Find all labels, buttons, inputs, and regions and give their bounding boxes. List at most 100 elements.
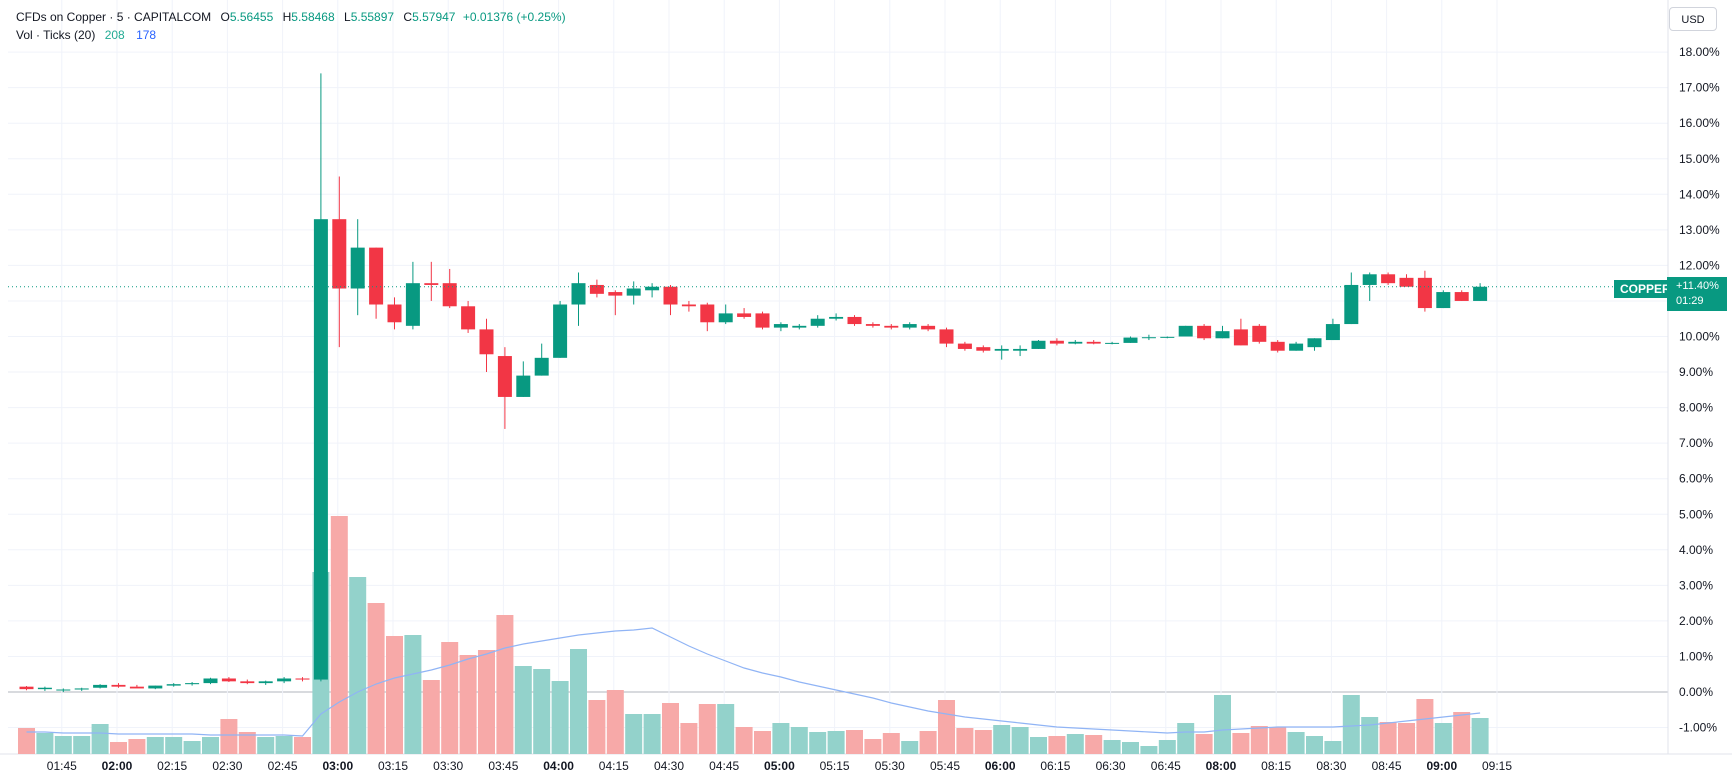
high-label: H [282,10,292,24]
currency-button[interactable]: USD [1669,7,1717,31]
x-tick-label: 04:15 [599,759,629,773]
volume-bar [514,666,532,754]
candle [1197,324,1212,341]
candle [221,677,236,683]
y-tick-label: 6.00% [1679,472,1713,486]
volume-bar [73,736,91,754]
candle-body [700,304,715,323]
x-tick-label: 06:15 [1040,759,1070,773]
candle-body [405,283,420,326]
candle [700,302,715,332]
candle-body [1473,286,1488,301]
open-label: O [220,10,230,24]
x-tick-label: 04:00 [543,759,574,773]
x-tick-label: 08:15 [1261,759,1291,773]
candle-body [1362,274,1377,285]
candle [626,281,641,305]
candle [19,685,34,691]
candle-body [957,343,972,349]
candle [1178,325,1193,337]
candle-body [148,685,163,689]
candle-body [681,304,696,307]
candle-body [1178,325,1193,337]
symbol-title[interactable]: CFDs on Copper · 5 · CAPITALCOM [16,10,212,24]
volume-bar [36,733,54,754]
candle-body [461,306,476,330]
candle [534,343,549,376]
y-tick-label: 7.00% [1679,436,1713,450]
volume-bar [496,615,514,754]
volume-bar [128,739,146,754]
volume-bars [18,516,1489,754]
last-change-value: +11.40% [1676,280,1719,292]
price-axis[interactable]: 18.00% 17.00% 16.00% 15.00% 14.00% 13.00% 12.0… [1679,45,1720,734]
candle [56,688,71,692]
candle [1013,345,1028,357]
candle-body [1086,341,1101,344]
candle-body [129,686,144,689]
candle [792,324,807,330]
symbol-legend-row[interactable]: CFDs on Copper · 5 · CAPITALCOM O5.56455… [16,8,566,26]
candle [1086,340,1101,345]
candle-body [369,247,384,305]
candle-body [829,316,844,319]
volume-bar [1471,718,1489,754]
volume-bar [275,736,293,754]
x-tick-label: 03:45 [488,759,518,773]
volume-bar [146,737,164,754]
volume-bar [1434,723,1452,754]
candle-body [1105,342,1120,344]
candle-body [1344,284,1359,325]
volume-bar [662,703,679,754]
volume-ma-series [26,627,1481,737]
x-tick-label: 08:45 [1372,759,1402,773]
volume-bar [864,739,882,754]
volume-bar [349,577,367,754]
x-tick-label: 02:45 [268,759,298,773]
candle-body [976,347,991,351]
x-tick-label: 05:00 [764,759,795,773]
volume-bar [1232,733,1250,754]
candle-body [994,348,1009,351]
change-value: +0.01376 (+0.25%) [462,10,566,24]
candle [203,677,218,685]
candle [1417,270,1432,312]
candle [166,683,181,687]
candle [1454,290,1469,301]
candle [497,347,512,429]
volume-bar [809,732,827,754]
candle-body [737,313,752,317]
volume-bar [18,728,35,754]
y-tick-label: 15.00% [1679,152,1720,166]
candle-body [313,219,328,680]
candle [1031,340,1046,349]
volume-value: 208 [104,28,125,42]
volume-bar [330,516,348,754]
low-label: L [344,10,351,24]
candle [1105,341,1120,345]
volume-indicator-label[interactable]: Vol · Ticks (20) [16,28,96,42]
x-tick-label: 06:30 [1096,759,1126,773]
candle-body [56,689,71,691]
candle [442,268,457,309]
volume-bar [478,650,495,754]
volume-legend-row[interactable]: Vol · Ticks (20) 208 178 [16,26,566,44]
candle [810,315,825,328]
y-tick-label: 18.00% [1679,45,1720,59]
volume-bar [1195,734,1213,754]
volume-bar [1398,723,1415,754]
time-axis[interactable]: 01:45 02:00 02:15 02:30 02:45 03:00 03:15 03:30… [47,759,1513,773]
volume-bar [220,719,238,754]
candle [939,327,954,348]
candle [516,361,531,397]
candle-body [921,325,936,330]
volume-bar [1011,727,1029,754]
candle [1068,340,1083,345]
y-tick-label: 9.00% [1679,365,1713,379]
volume-bar [1122,742,1139,754]
volume-bar [1416,699,1434,754]
volume-bar [1269,727,1287,754]
candle [258,680,273,685]
y-tick-label: 17.00% [1679,81,1720,95]
